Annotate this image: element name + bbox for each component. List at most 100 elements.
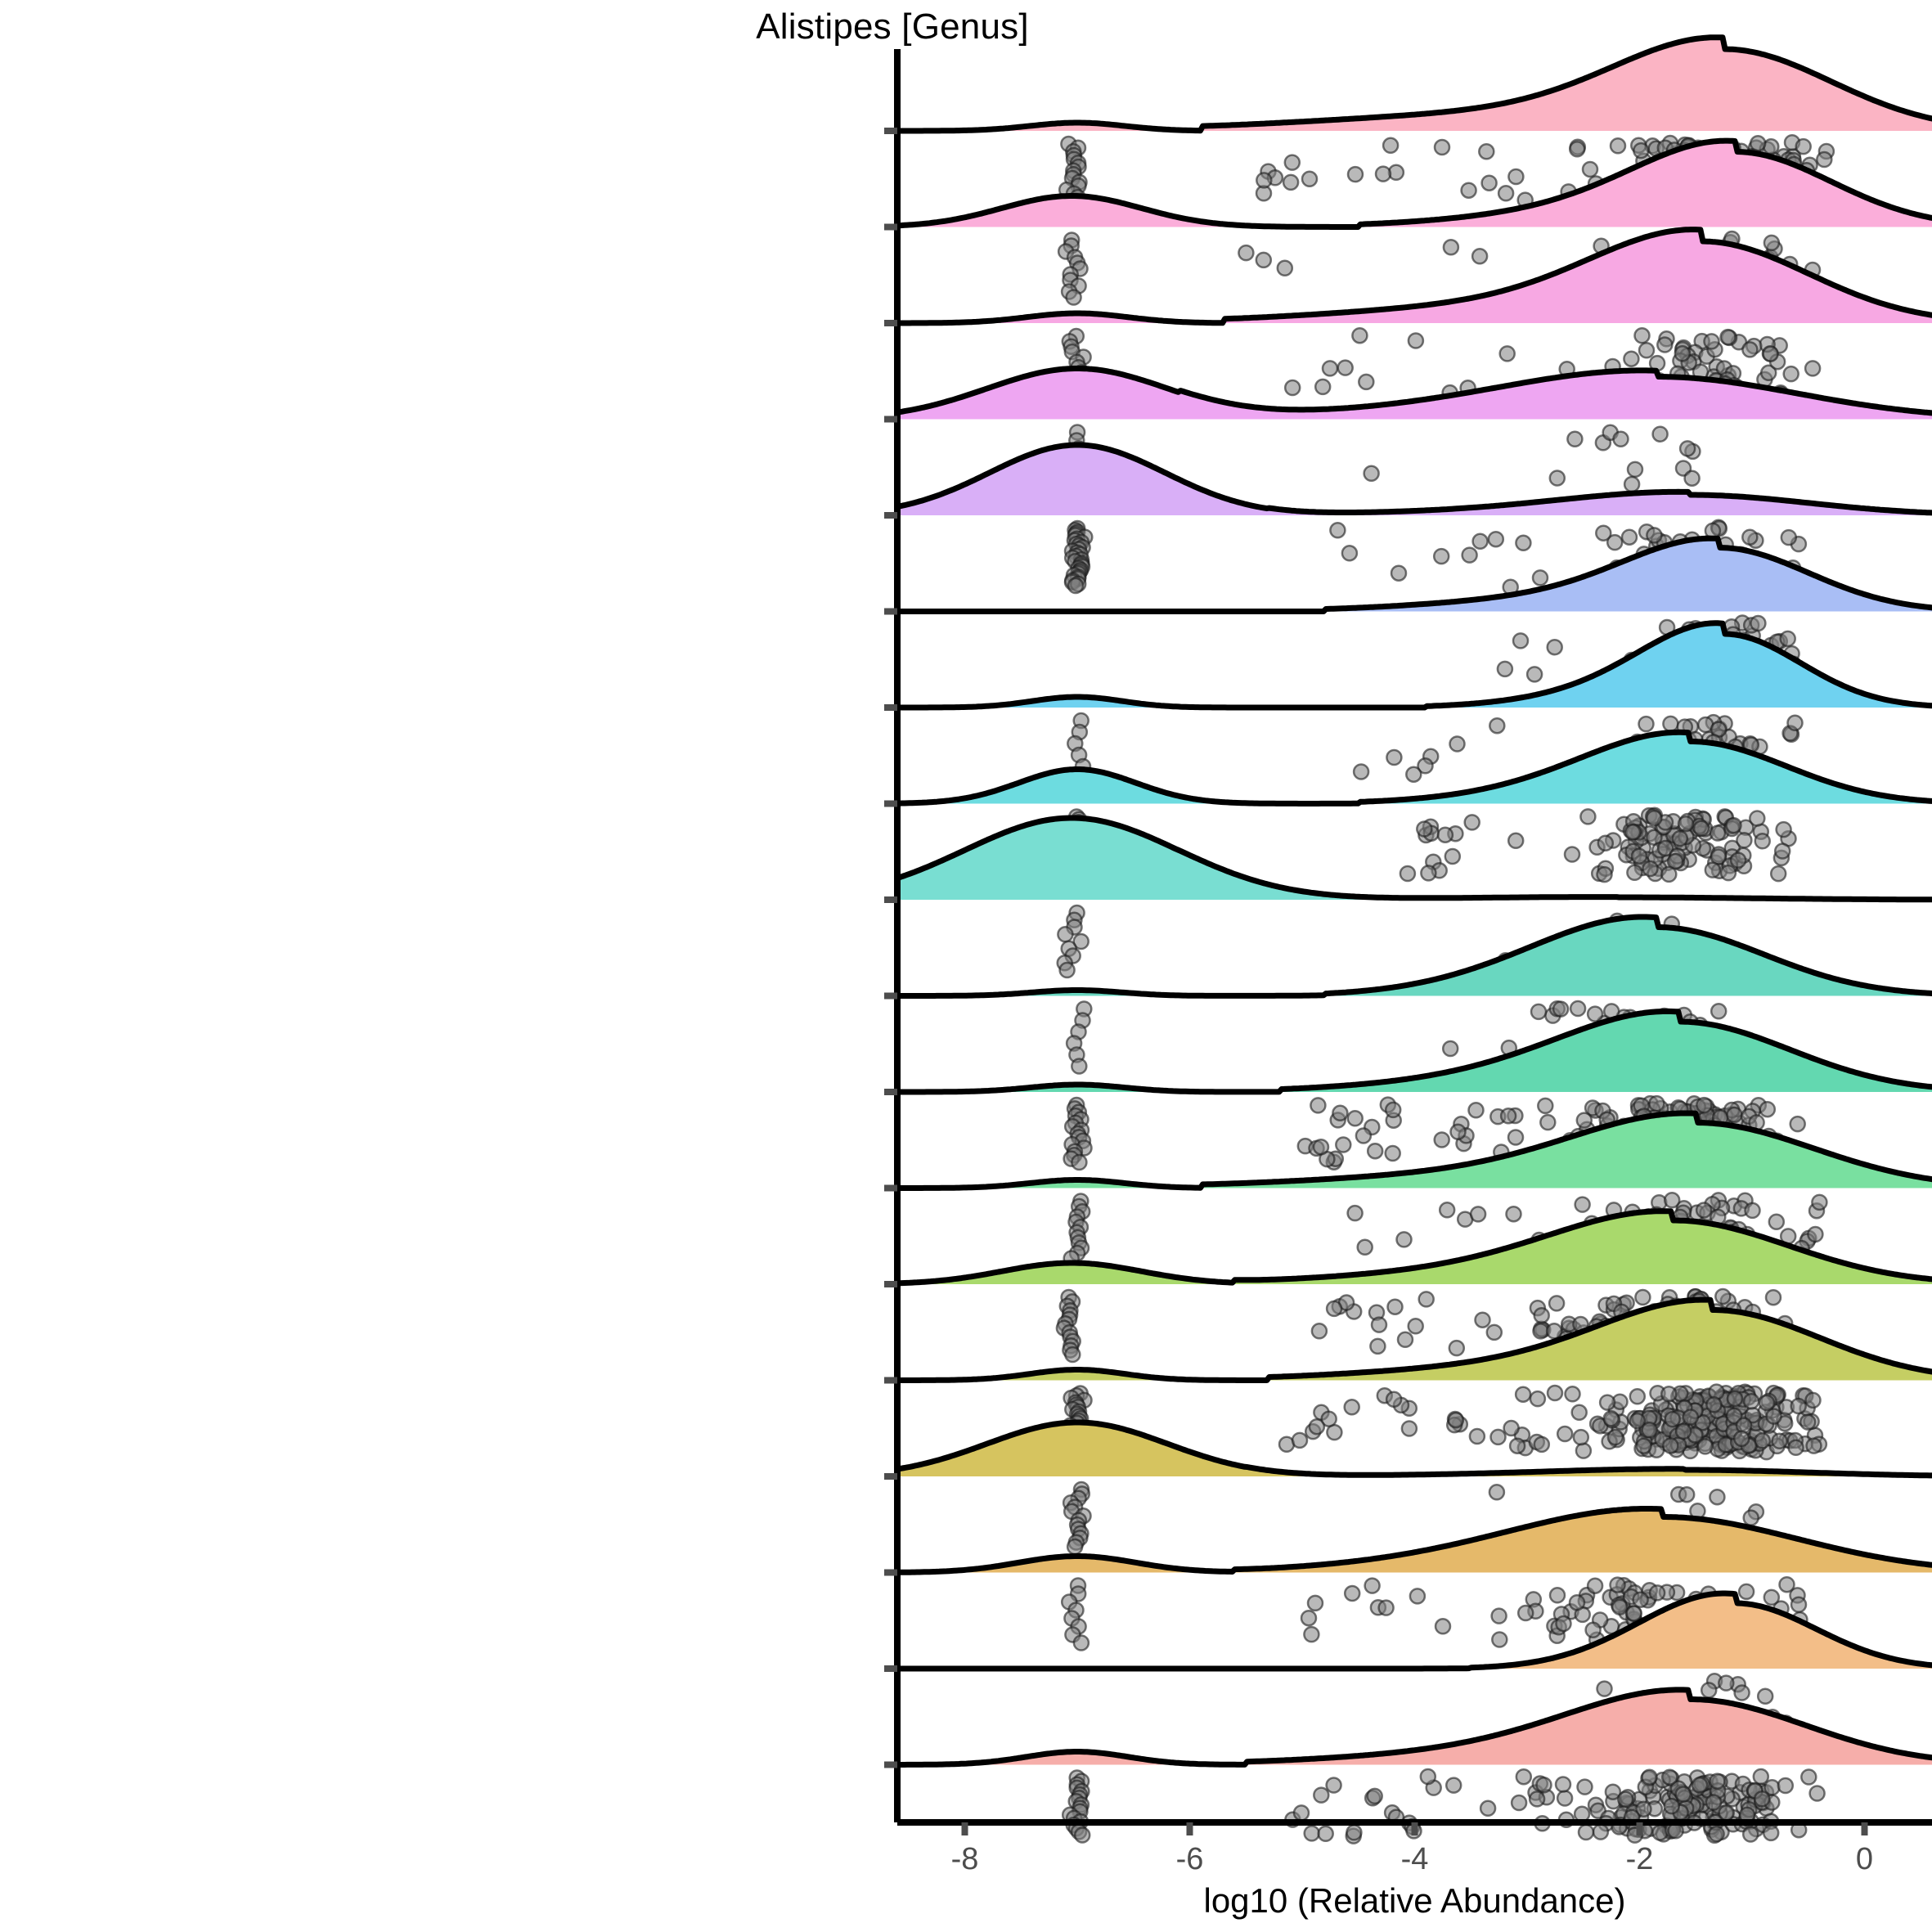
jitter-point xyxy=(1358,373,1375,391)
ridge-fill xyxy=(897,1011,1932,1092)
jitter-point xyxy=(1705,1794,1723,1811)
jitter-point xyxy=(1629,1388,1647,1405)
ridge-outline xyxy=(894,1687,1932,1768)
jitter-point xyxy=(1525,666,1543,683)
jitter-point xyxy=(1474,1311,1491,1328)
jitter-point xyxy=(1364,1577,1381,1594)
jitter-point xyxy=(1417,757,1434,775)
jitter-point xyxy=(1479,1799,1497,1817)
jitter-point xyxy=(1682,1409,1700,1426)
jitter-point xyxy=(1399,865,1417,883)
jitter-point xyxy=(1320,1410,1337,1427)
jitter-point xyxy=(1301,170,1319,188)
jitter-point xyxy=(1799,1413,1817,1431)
jitter-point xyxy=(1782,365,1799,383)
jitter-point xyxy=(1674,1786,1692,1803)
jitter-point xyxy=(1620,528,1638,546)
jitter-point xyxy=(1317,1825,1334,1843)
jitter-point xyxy=(1683,470,1701,487)
jitter-point xyxy=(1499,1108,1517,1125)
jitter-point xyxy=(1503,1419,1520,1437)
jitter-point xyxy=(1750,614,1767,632)
jitter-point xyxy=(1576,1778,1593,1795)
jitter-point xyxy=(1596,1680,1613,1697)
jitter-point xyxy=(1487,530,1505,548)
jitter-point xyxy=(1789,1115,1806,1133)
jitter-point xyxy=(1385,1391,1403,1409)
jitter-point xyxy=(1433,1131,1450,1148)
jitter-point xyxy=(1497,185,1515,202)
jitter-point xyxy=(1602,1410,1620,1427)
jitter-point xyxy=(1546,638,1563,656)
jitter-point xyxy=(1308,1418,1326,1436)
jitter-point xyxy=(1283,379,1301,397)
jitter-point xyxy=(1726,1390,1744,1408)
jitter-point xyxy=(1337,359,1354,376)
jitter-point xyxy=(1449,1123,1467,1141)
jitter-point xyxy=(1332,1104,1349,1122)
jitter-point xyxy=(1434,1618,1452,1635)
jitter-point xyxy=(1356,1238,1373,1256)
jitter-point xyxy=(1678,1485,1696,1503)
jitter-point xyxy=(1485,1323,1503,1341)
jitter-point xyxy=(1630,847,1648,865)
ridge-outline xyxy=(894,1208,1932,1287)
jitter-point xyxy=(1795,137,1812,155)
jitter-point xyxy=(1386,748,1403,766)
jitter-point xyxy=(1729,851,1747,869)
ridge-fill xyxy=(897,1422,1932,1476)
jitter-point xyxy=(1351,326,1368,344)
jitter-point xyxy=(1642,860,1659,878)
jitter-point xyxy=(1515,534,1532,552)
jitter-point xyxy=(1530,1003,1548,1021)
jitter-point xyxy=(1282,173,1300,191)
jitter-point xyxy=(1548,1295,1566,1312)
jitter-point xyxy=(1719,328,1737,346)
jitter-point xyxy=(1566,430,1584,448)
jitter-point xyxy=(1341,545,1359,562)
jitter-point xyxy=(1352,763,1370,780)
jitter-point xyxy=(1491,1631,1508,1648)
ridge-fill xyxy=(897,37,1932,132)
jitter-point xyxy=(1611,1598,1629,1615)
jitter-point xyxy=(1741,341,1759,358)
ridgeline-row xyxy=(894,137,1932,230)
jitter-point xyxy=(1346,1204,1364,1222)
jitter-point xyxy=(1346,165,1364,183)
jitter-point xyxy=(1638,715,1655,733)
ridge-fill xyxy=(897,229,1932,323)
jitter-point xyxy=(1764,1288,1782,1306)
jitter-point xyxy=(1732,1430,1750,1448)
jitter-point xyxy=(1366,1787,1383,1805)
jitter-point xyxy=(1058,961,1076,979)
jitter-point xyxy=(1606,1428,1624,1446)
jitter-point xyxy=(1762,345,1779,362)
jitter-point xyxy=(1787,1439,1804,1457)
jitter-point xyxy=(1581,160,1599,178)
jitter-point xyxy=(1505,1205,1522,1223)
jitter-point xyxy=(1777,1777,1795,1795)
jitter-point xyxy=(1635,1800,1652,1818)
jitter-point xyxy=(1469,1206,1487,1223)
jitter-point xyxy=(1384,1144,1401,1162)
ridge-outline xyxy=(894,1296,1932,1383)
jitter-point xyxy=(1606,533,1624,551)
jitter-point xyxy=(1656,336,1674,353)
ridge-outline xyxy=(894,620,1932,711)
jitter-point xyxy=(1759,364,1777,382)
jitter-point xyxy=(1695,1202,1713,1219)
jitter-point xyxy=(1763,234,1781,252)
jitter-point xyxy=(1763,1588,1781,1606)
ridge-fill xyxy=(897,917,1932,996)
ridge-fill xyxy=(897,622,1932,708)
jitter-point xyxy=(1790,1596,1808,1614)
ridgeline-row xyxy=(894,535,1932,614)
jitter-point xyxy=(1489,717,1506,735)
jitter-point xyxy=(1752,1768,1770,1786)
jitter-point xyxy=(1609,137,1627,155)
jitter-point xyxy=(1329,522,1346,539)
ridgeline-row xyxy=(894,1590,1932,1672)
jitter-point xyxy=(1374,165,1392,182)
jitter-point xyxy=(1533,1306,1550,1324)
